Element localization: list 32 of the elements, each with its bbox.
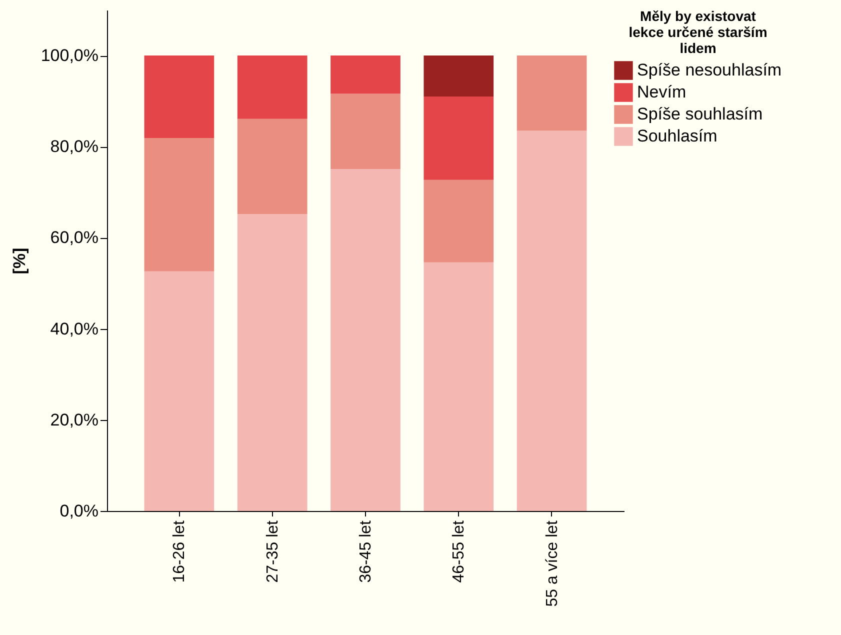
legend-label: Spíše souhlasím [637, 104, 763, 124]
bar [516, 56, 587, 131]
bar [144, 56, 214, 138]
bar [424, 262, 494, 511]
x-tick-label: 27-35 let [264, 520, 282, 583]
bar [237, 214, 308, 511]
bar [516, 130, 587, 511]
bar [330, 168, 400, 511]
legend-label: Nevím [637, 82, 686, 102]
bar [330, 56, 400, 94]
x-tick-label: 55 a více let [544, 520, 561, 607]
bar [237, 118, 308, 214]
y-tick-label: 80,0% [50, 137, 98, 156]
bar [424, 96, 494, 180]
bar [144, 271, 214, 511]
legend-title: Měly by existovat lekce určené starším lidem [628, 8, 768, 56]
y-tick-label: 100,0% [40, 46, 98, 66]
legend-label: Souhlasím [637, 126, 718, 146]
x-tick-label: 16-26 let [171, 520, 188, 583]
bar [424, 56, 494, 97]
y-tick-label: 0,0% [60, 502, 98, 520]
bar [144, 138, 214, 272]
bar [330, 94, 400, 169]
x-tick-label: 36-45 let [358, 520, 374, 583]
y-axis-title: [%] [10, 248, 29, 274]
y-tick-label: 20,0% [50, 410, 98, 430]
bar [237, 56, 308, 119]
y-tick-label: 40,0% [50, 319, 98, 338]
x-tick-label: 46-55 let [450, 520, 468, 583]
bar [424, 180, 494, 262]
y-tick-label: 60,0% [50, 228, 98, 248]
legend-label: Spíše nesouhlasím [637, 60, 782, 80]
